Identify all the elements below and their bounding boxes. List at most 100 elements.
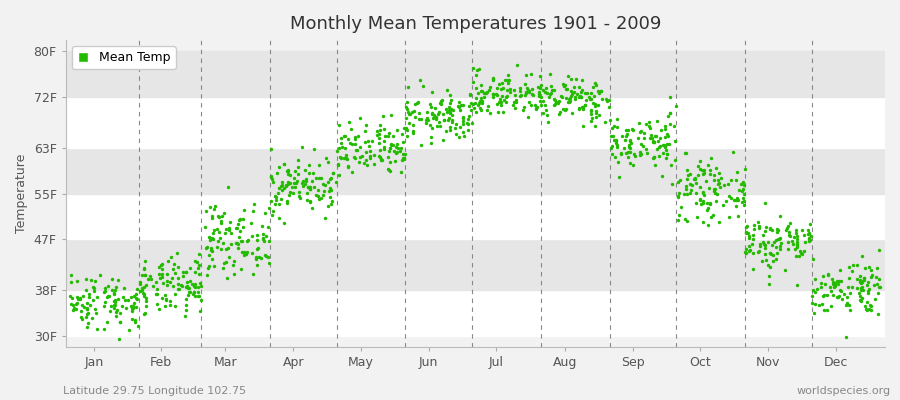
Point [111,295,125,302]
Point [307,184,321,190]
Point [730,169,744,176]
Point [469,108,483,115]
Point [772,213,787,220]
Point [693,166,707,172]
Point [567,84,581,90]
Point [804,233,818,240]
Point [719,198,733,204]
Point [724,194,738,201]
Point [688,180,703,186]
Point [752,248,767,254]
Point [754,258,769,264]
Point [703,171,717,177]
Point [66,307,80,313]
Point [584,118,598,124]
Point [742,243,756,250]
Point [456,118,471,125]
Point [513,93,527,100]
Point [698,166,712,173]
Point [864,303,878,309]
Point [421,117,436,124]
Point [288,184,302,190]
Point [746,236,760,242]
Point [790,239,805,245]
Point [262,204,276,211]
Point [373,122,387,129]
Point [268,201,283,207]
Point [299,178,313,185]
Point [419,117,434,123]
Point [711,176,725,183]
Point [862,306,877,312]
Point [211,212,225,219]
Point [217,210,231,216]
Point [570,91,584,97]
Point [770,228,784,235]
Point [230,221,245,227]
Point [216,265,230,271]
Point [370,128,384,134]
Point [191,284,205,290]
Point [107,305,122,312]
Point [456,102,471,108]
Point [461,116,475,122]
Point [595,96,609,102]
Point [634,128,648,134]
Point [736,202,751,208]
Point [732,187,746,193]
Point [269,197,284,203]
Point [605,151,619,157]
Point [608,123,622,129]
Point [805,300,819,306]
Point [322,185,337,191]
Point [262,238,276,245]
Point [842,275,856,282]
Point [567,88,581,95]
Point [850,285,865,292]
Point [679,186,693,192]
Point [473,82,488,89]
Point [125,304,140,310]
Point [255,223,269,229]
Point [79,287,94,293]
Point [580,90,595,96]
Point [69,294,84,300]
Point [546,102,561,108]
Point [106,297,121,304]
Point [696,197,710,204]
Point [137,266,151,272]
Point [615,133,629,139]
Point [90,294,104,300]
Point [706,177,721,183]
Point [439,109,454,115]
Point [314,174,328,181]
Point [801,226,815,233]
Point [634,151,648,158]
Point [857,276,871,283]
Point [442,104,456,111]
Bar [66,148,885,194]
Point [584,108,598,114]
Point [102,293,116,300]
Point [305,178,320,185]
Point [166,266,181,272]
Point [156,280,170,286]
Point [789,233,804,240]
Point [584,111,598,118]
Point [162,302,176,309]
Point [764,251,778,258]
Point [272,185,286,192]
Point [79,323,94,330]
Point [814,284,828,290]
Point [508,92,522,98]
Point [132,288,147,294]
Point [855,253,869,260]
Point [598,96,613,103]
Point [781,222,796,229]
Point [508,105,522,111]
Point [221,245,236,251]
Point [606,133,620,140]
Point [454,102,468,108]
Point [739,229,753,236]
Point [815,301,830,307]
